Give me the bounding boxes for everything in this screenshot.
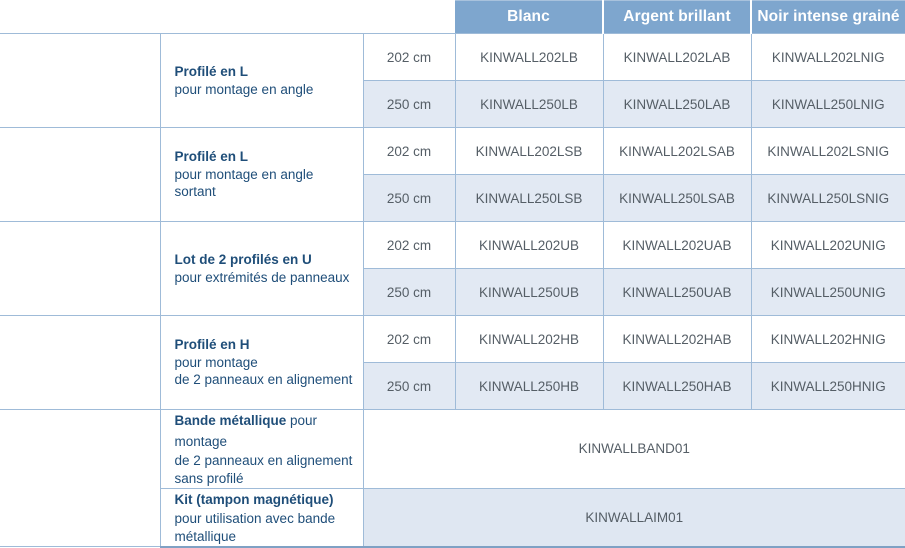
- header-spacer-image: [0, 0, 160, 34]
- product-code-blanc: KINWALL250HB: [455, 362, 604, 410]
- accessory-title-line: Kit (tampon magnétique): [175, 489, 353, 510]
- product-code-blanc: KINWALL202HB: [455, 315, 604, 363]
- product-code-argent: KINWALL250LSAB: [603, 174, 752, 222]
- product-code-noir: KINWALL202LSNIG: [751, 127, 905, 175]
- header-spacer-size: [363, 0, 455, 34]
- table-row: 250 cm KINWALL250UB KINWALL250UAB KINWAL…: [0, 268, 905, 316]
- size-value: 250 cm: [363, 80, 456, 128]
- product-code-argent: KINWALL250UAB: [603, 268, 752, 316]
- table-row: Lot de 2 profilés en U pour extrémités d…: [0, 221, 905, 316]
- header-spacer-description: [160, 0, 363, 34]
- accessory-description-cell: Bande métallique pour montage de 2 panne…: [160, 409, 364, 489]
- product-code-argent: KINWALL202LAB: [603, 33, 752, 81]
- size-value: 250 cm: [363, 268, 456, 316]
- table-header-row: Blanc Argent brillant Noir intense grain…: [0, 0, 905, 34]
- product-title: Profilé en L: [174, 148, 249, 164]
- column-header-argent-brillant: Argent brillant: [602, 0, 751, 34]
- size-value: 202 cm: [363, 315, 456, 363]
- product-subtitle: pour extrémités de panneaux: [174, 269, 350, 285]
- product-code-blanc: KINWALL202LSB: [455, 127, 604, 175]
- product-description-cell: Profilé en L pour montage en angle sorta…: [160, 127, 364, 222]
- size-value: 202 cm: [363, 127, 456, 175]
- product-image-cell: [0, 315, 161, 410]
- product-image-cell: [0, 33, 161, 128]
- product-code-noir: KINWALL250LSNIG: [751, 174, 905, 222]
- table-row: 250 cm KINWALL250HB KINWALL250HAB KINWAL…: [0, 362, 905, 410]
- accessory-description-cell: Kit (tampon magnétique) pour utilisation…: [160, 487, 364, 548]
- product-code-blanc: KINWALL250LB: [455, 80, 604, 128]
- product-subtitle: pour montage en angle: [174, 81, 314, 97]
- product-subtitle-line-1: pour montage: [174, 354, 258, 370]
- accessory-title: Bande métallique: [174, 413, 287, 428]
- table-row: Profilé en L pour montage en angle 202 c…: [0, 33, 905, 128]
- accessory-subtitle-line-2: de 2 panneaux en alignement sans profilé: [174, 453, 353, 487]
- product-title: Profilé en L: [174, 63, 249, 79]
- size-value: 202 cm: [363, 221, 456, 269]
- column-header-noir-intense-graine: Noir intense grainé: [750, 0, 905, 34]
- product-code-argent: KINWALL250HAB: [603, 362, 752, 410]
- size-value: 250 cm: [363, 174, 456, 222]
- accessory-product-code: KINWALLBAND01: [363, 409, 905, 489]
- product-title: Lot de 2 profilés en U: [174, 251, 312, 267]
- accessory-title-line: Bande métallique pour montage: [175, 410, 353, 452]
- product-image-cell: [0, 408, 161, 548]
- product-description-cell: Lot de 2 profilés en U pour extrémités d…: [160, 221, 364, 316]
- table-row: Profilé en L pour montage en angle sorta…: [0, 127, 905, 222]
- product-code-noir: KINWALL250UNIG: [751, 268, 905, 316]
- accessory-subtitle-inline: pour montage: [174, 413, 318, 450]
- product-image-cell: [0, 127, 161, 222]
- column-header-blanc: Blanc: [455, 0, 603, 34]
- product-code-argent: KINWALL202LSAB: [603, 127, 752, 175]
- size-value: 250 cm: [363, 362, 456, 410]
- product-code-argent: KINWALL250LAB: [603, 80, 752, 128]
- accessory-title: Kit (tampon magnétique): [174, 491, 334, 507]
- table-row: Bande métallique pour montage de 2 panne…: [0, 408, 905, 548]
- product-code-noir: KINWALL250HNIG: [751, 362, 905, 410]
- table-row: 250 cm KINWALL250LSB KINWALL250LSAB KINW…: [0, 174, 905, 222]
- accessory-subtitle-line-2: pour utilisation avec bande métallique: [174, 510, 336, 544]
- product-code-noir: KINWALL202UNIG: [751, 221, 905, 269]
- product-code-blanc: KINWALL202LB: [455, 33, 604, 81]
- size-value: 202 cm: [363, 33, 456, 81]
- product-title: Profilé en H: [174, 336, 250, 352]
- product-code-argent: KINWALL202UAB: [603, 221, 752, 269]
- accessory-product-code: KINWALLAIM01: [363, 487, 905, 548]
- product-subtitle: pour montage en angle sortant: [174, 166, 314, 200]
- product-code-blanc: KINWALL202UB: [455, 221, 604, 269]
- product-subtitle-line-2: de 2 panneaux en alignement: [174, 372, 353, 388]
- product-code-noir: KINWALL250LNIG: [751, 80, 905, 128]
- product-code-noir: KINWALL202HNIG: [751, 315, 905, 363]
- product-image-cell: [0, 221, 161, 316]
- product-code-blanc: KINWALL250LSB: [455, 174, 604, 222]
- product-code-argent: KINWALL202HAB: [603, 315, 752, 363]
- product-code-blanc: KINWALL250UB: [455, 268, 604, 316]
- table-row: Profilé en H pour montage de 2 panneaux …: [0, 315, 905, 410]
- product-description-cell: Profilé en H pour montage de 2 panneaux …: [160, 315, 364, 410]
- product-description-cell: Profilé en L pour montage en angle: [160, 33, 364, 128]
- product-code-noir: KINWALL202LNIG: [751, 33, 905, 81]
